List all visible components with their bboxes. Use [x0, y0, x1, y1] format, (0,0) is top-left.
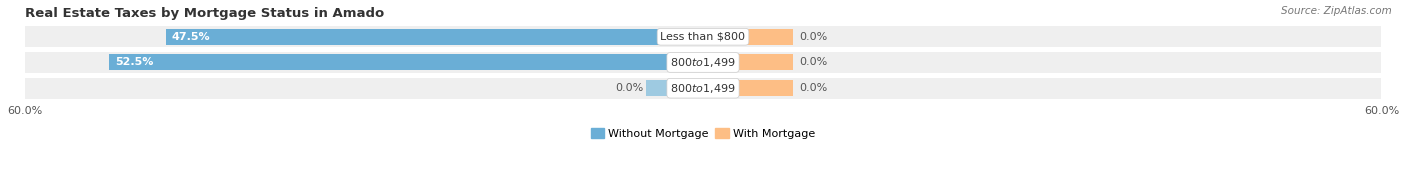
Text: 47.5%: 47.5% — [172, 32, 209, 42]
Text: Real Estate Taxes by Mortgage Status in Amado: Real Estate Taxes by Mortgage Status in … — [24, 7, 384, 20]
Text: 0.0%: 0.0% — [799, 83, 827, 93]
Text: Source: ZipAtlas.com: Source: ZipAtlas.com — [1281, 6, 1392, 16]
Bar — [703, 54, 793, 70]
Bar — [703, 29, 793, 45]
Bar — [647, 80, 703, 96]
Bar — [110, 54, 703, 70]
Text: 0.0%: 0.0% — [799, 32, 827, 42]
Bar — [24, 52, 1382, 73]
Bar — [703, 80, 793, 96]
Text: 0.0%: 0.0% — [614, 83, 643, 93]
Bar — [166, 29, 703, 45]
Text: 0.0%: 0.0% — [799, 57, 827, 67]
Text: Less than $800: Less than $800 — [661, 32, 745, 42]
Text: $800 to $1,499: $800 to $1,499 — [671, 82, 735, 95]
Bar — [24, 26, 1382, 47]
Bar — [24, 78, 1382, 99]
Text: 52.5%: 52.5% — [115, 57, 153, 67]
Legend: Without Mortgage, With Mortgage: Without Mortgage, With Mortgage — [586, 124, 820, 143]
Text: $800 to $1,499: $800 to $1,499 — [671, 56, 735, 69]
